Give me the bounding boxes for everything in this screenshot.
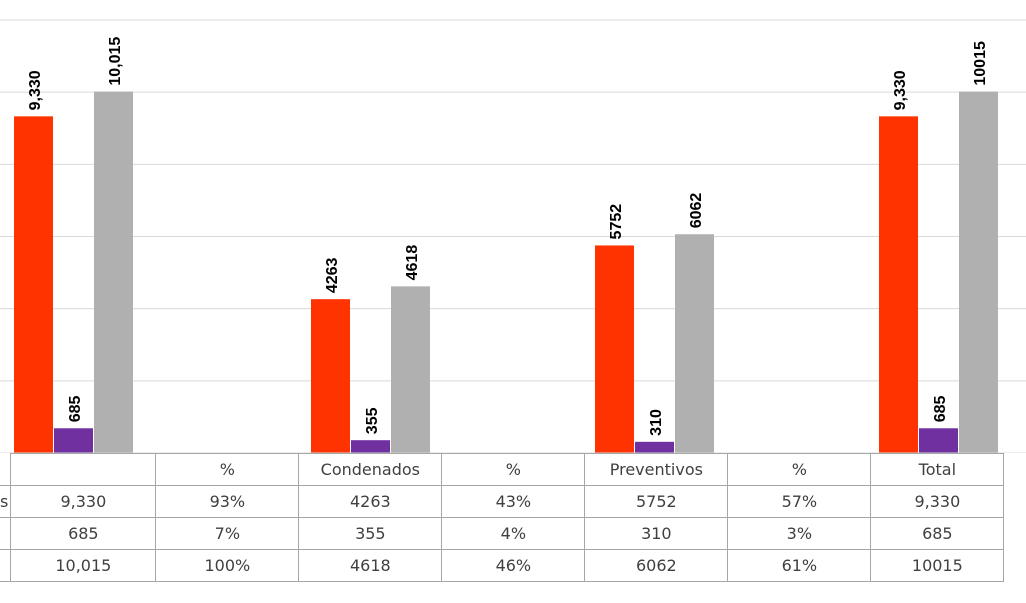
data-label: 4263: [324, 257, 341, 293]
bar: [311, 299, 350, 453]
data-label: 685: [67, 395, 84, 422]
bar: [94, 91, 133, 453]
data-table: % Condenados % Preventivos % Total s 9,3…: [0, 453, 1005, 582]
table-header-cell: Preventivos: [584, 453, 729, 486]
row-label: s: [0, 492, 9, 511]
bar: [879, 116, 918, 453]
row-label-cell: [0, 517, 12, 550]
bar: [959, 91, 998, 453]
data-labels: 9,330 685 10,015 4263 355 4618 5752 310 6062 9,33…: [27, 37, 989, 436]
table-cell: 9,330: [10, 485, 157, 518]
data-label: 5752: [608, 204, 625, 240]
table-cell: 61%: [727, 549, 872, 582]
table-cell: 9,330: [870, 485, 1005, 518]
bar-chart: 9,330 685 10,015 4263 355 4618 5752 310 6062 9,33…: [0, 19, 1026, 453]
bar: [675, 234, 714, 453]
data-label: 10015: [972, 41, 989, 86]
table-corner-cell: [0, 454, 11, 486]
bar: [595, 245, 634, 453]
table-cell: 6062: [584, 549, 729, 582]
table-cell: 5752: [584, 485, 729, 518]
table-row: s 9,330 93% 4263 43% 5752 57% 9,330: [0, 485, 1005, 518]
data-label: 685: [932, 395, 949, 422]
table-header-cell: Condenados: [298, 453, 443, 486]
data-label: 355: [364, 407, 381, 434]
table-cell: 100%: [155, 549, 300, 582]
table-header-cell: [10, 453, 157, 486]
table-cell: 4263: [298, 485, 443, 518]
table-cell: 4618: [298, 549, 443, 582]
table-row: 10,015 100% 4618 46% 6062 61% 10015: [0, 549, 1005, 582]
bar: [919, 428, 958, 453]
table-cell: 57%: [727, 485, 872, 518]
table-header-cell: %: [441, 453, 586, 486]
table-cell: 93%: [155, 485, 300, 518]
table-header-row: % Condenados % Preventivos % Total: [0, 453, 1005, 486]
row-label-cell: [0, 549, 12, 582]
table-cell: 10,015: [10, 549, 157, 582]
table-row: 685 7% 355 4% 310 3% 685: [0, 517, 1005, 550]
bar: [54, 428, 93, 453]
table-cell: 10015: [870, 549, 1005, 582]
row-label-cell: s: [0, 485, 12, 518]
bar: [635, 441, 674, 453]
data-label: 9,330: [27, 70, 44, 110]
gridlines: [0, 19, 1026, 382]
data-label: 9,330: [892, 70, 909, 110]
table-cell: 685: [10, 517, 157, 550]
table-cell: 310: [584, 517, 729, 550]
data-label: 4618: [404, 245, 421, 281]
table-cell: 46%: [441, 549, 586, 582]
table-cell: 7%: [155, 517, 300, 550]
bar: [351, 440, 390, 453]
table-cell: 685: [870, 517, 1005, 550]
table-cell: 4%: [441, 517, 586, 550]
data-label: 6062: [688, 193, 705, 229]
table-cell: 3%: [727, 517, 872, 550]
data-label: 310: [648, 409, 665, 436]
table-header-cell: %: [155, 453, 300, 486]
table-cell: 43%: [441, 485, 586, 518]
bars: [14, 91, 998, 453]
bar: [14, 116, 53, 453]
table-header-cell: %: [727, 453, 872, 486]
table-header-cell: Total: [870, 453, 1005, 486]
data-label: 10,015: [107, 37, 124, 86]
table-cell: 355: [298, 517, 443, 550]
bar: [391, 286, 430, 453]
